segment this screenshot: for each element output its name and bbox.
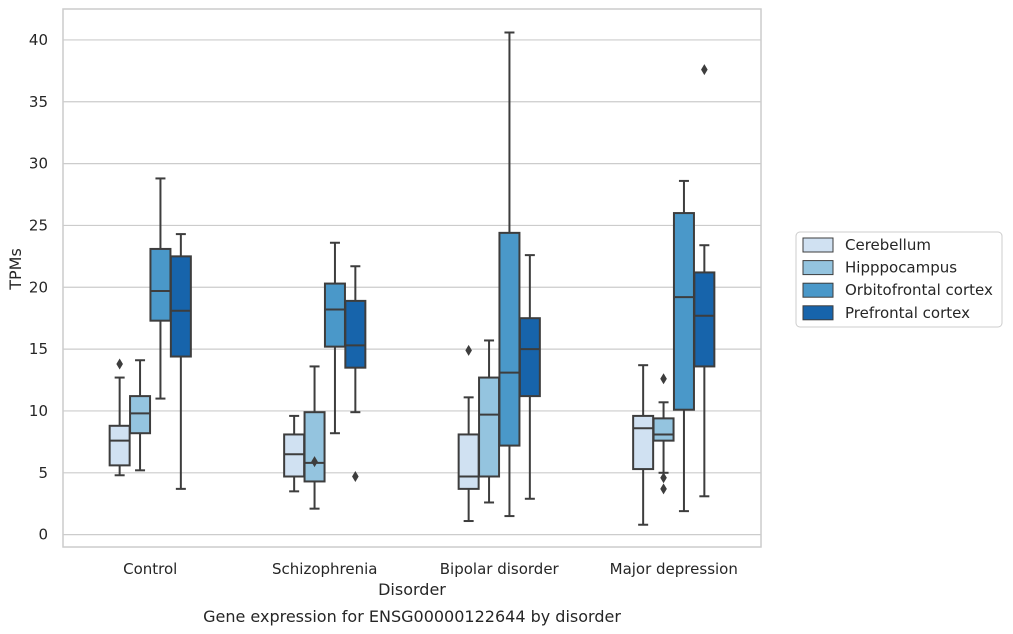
box-item — [652, 373, 675, 495]
legend: Cerebellum Hipppocampus Orbitofrontal cort… — [795, 231, 1003, 328]
box-item — [344, 265, 367, 483]
outlier-marker — [311, 456, 318, 468]
box-body — [652, 417, 675, 442]
y-axis-title: TPMs — [6, 248, 25, 291]
legend-label: Hipppocampus — [845, 259, 957, 277]
outlier-marker — [352, 471, 359, 483]
box-body — [303, 411, 326, 483]
legend-label: Cerebellum — [845, 236, 931, 254]
box-body — [478, 376, 501, 478]
y-tick-label: 40 — [29, 31, 48, 49]
box-item — [323, 241, 346, 435]
legend-item: Orbitofrontal cortex — [802, 281, 993, 299]
box-item — [672, 179, 695, 513]
box-item — [169, 233, 192, 490]
box-item — [498, 31, 521, 518]
y-tick-label: 15 — [29, 340, 48, 358]
x-tick-label: Bipolar disorder — [440, 560, 560, 578]
series-cerebellum — [108, 344, 655, 526]
y-tick-label: 35 — [29, 93, 48, 111]
box-item — [283, 414, 306, 493]
chart-caption: Gene expression for ENSG00000122644 by d… — [203, 607, 621, 626]
legend-frame — [795, 231, 1003, 328]
x-tick-labels: Control Schizophrenia Bipolar disorder Majo… — [123, 560, 738, 578]
box-item — [632, 364, 655, 526]
legend-item: Cerebellum — [802, 236, 931, 254]
box-body — [693, 271, 716, 368]
box-series-group — [108, 31, 716, 526]
outlier-marker — [116, 358, 123, 370]
box-body — [108, 424, 131, 467]
x-tick-label: Major depression — [610, 560, 738, 578]
legend-item: Prefrontal cortex — [802, 304, 970, 322]
legend-label: Orbitofrontal cortex — [845, 281, 993, 299]
box-item — [478, 339, 501, 504]
y-tick-label: 20 — [29, 278, 48, 296]
outlier-marker — [660, 483, 667, 495]
box-item — [108, 358, 131, 477]
box-body — [149, 247, 172, 322]
x-axis-title: Disorder — [378, 580, 446, 599]
box-item — [149, 177, 172, 400]
box-body — [169, 255, 192, 358]
box-body — [518, 317, 541, 398]
box-body — [344, 299, 367, 369]
legend-swatch — [802, 260, 834, 276]
box-item — [693, 64, 716, 498]
outlier-marker — [660, 373, 667, 385]
series-prefrontal-cortex — [169, 64, 716, 500]
plot-frame — [62, 8, 762, 548]
legend-swatch — [802, 237, 834, 253]
box-item — [518, 254, 541, 500]
y-tick-label: 10 — [29, 402, 48, 420]
box-body — [323, 282, 346, 348]
box-item — [303, 365, 326, 510]
legend-item: Hipppocampus — [802, 259, 957, 277]
series-orbitofrontal-cortex — [149, 31, 695, 518]
y-tick-label: 25 — [29, 216, 48, 234]
box-item — [129, 359, 152, 472]
box-body — [672, 212, 695, 411]
legend-swatch — [802, 282, 834, 298]
box-item — [457, 344, 480, 523]
y-tick-labels: 0 5 10 15 20 25 30 35 40 — [29, 31, 48, 544]
y-tick-label: 5 — [38, 464, 48, 482]
outlier-marker — [701, 64, 708, 76]
box-body — [498, 231, 521, 447]
legend-label: Prefrontal cortex — [845, 304, 970, 322]
box-body — [129, 395, 152, 435]
box-body — [632, 414, 655, 471]
y-tick-label: 0 — [38, 526, 48, 544]
x-tick-label: Schizophrenia — [272, 560, 377, 578]
outlier-marker — [660, 472, 667, 484]
y-tick-label: 30 — [29, 155, 48, 173]
legend-swatch — [802, 305, 834, 321]
outlier-marker — [465, 344, 472, 356]
x-tick-label: Control — [123, 560, 177, 578]
box-body — [457, 433, 480, 490]
series-hipppocampus — [129, 339, 675, 510]
box-body — [283, 433, 306, 478]
